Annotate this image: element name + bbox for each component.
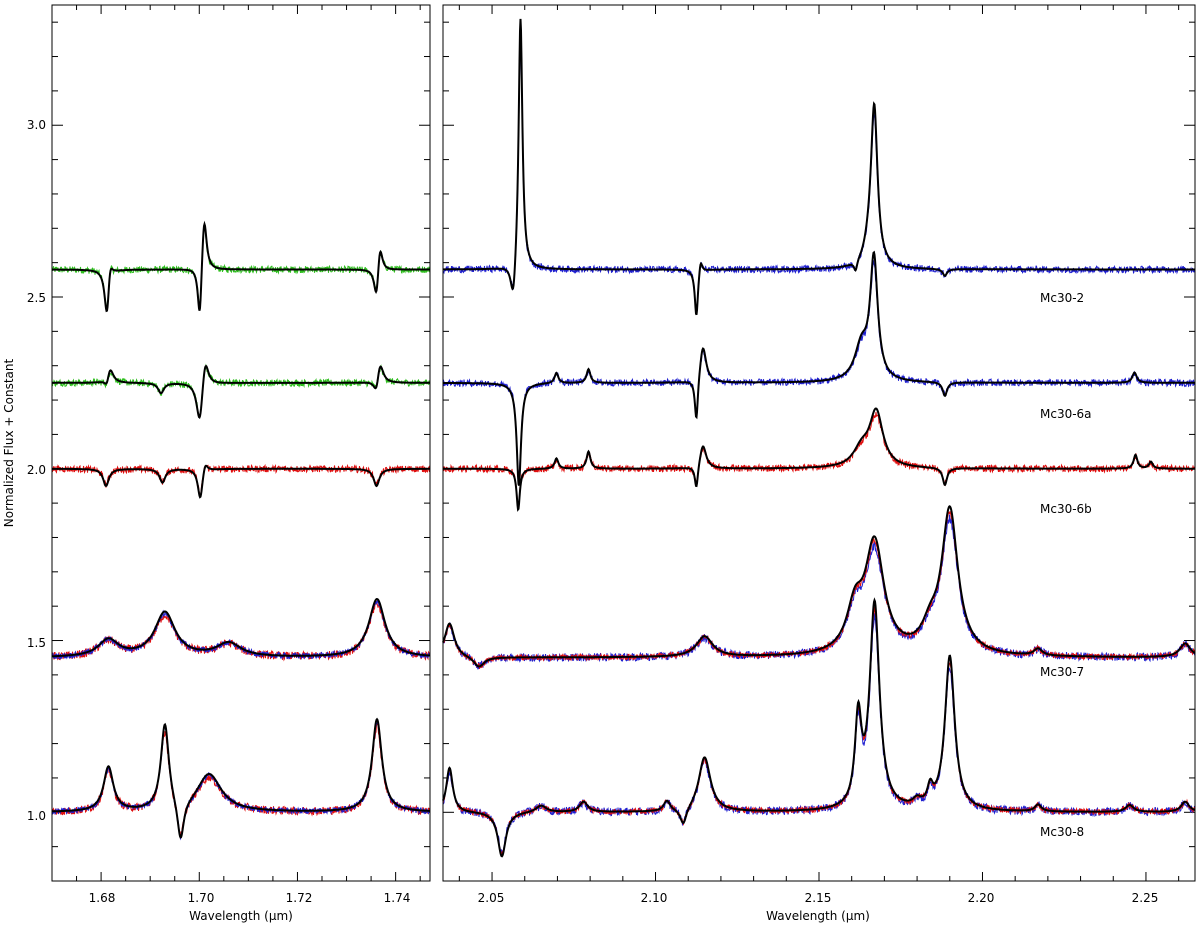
left-x-axis-label: Wavelength (μm) bbox=[189, 909, 293, 923]
right-panel: 2.05 2.10 2.15 2.20 2.25 Wavelength (μm)… bbox=[442, 4, 1196, 923]
right-panel-spectra bbox=[442, 18, 1196, 858]
label-mc30-2: Mc30-2 bbox=[1040, 291, 1084, 305]
left-panel-spectra bbox=[51, 220, 431, 841]
model-spectrum-mc30-6b bbox=[52, 464, 430, 499]
right-x-axis-label: Wavelength (μm) bbox=[766, 909, 870, 923]
y-axis-label: Normalized Flux + Constant bbox=[2, 358, 16, 527]
label-mc30-6b: Mc30-6b bbox=[1040, 502, 1092, 516]
model-spectrum-mc30-8 bbox=[52, 717, 431, 839]
model-spectrum-mc30-2 bbox=[52, 220, 430, 313]
model-spectrum-mc30-7 bbox=[51, 597, 431, 658]
left-panel: 1.68 1.70 1.72 1.74 Wavelength (μm) 1.0 … bbox=[2, 4, 431, 923]
left-x-tick-1: 1.68 bbox=[89, 891, 116, 905]
model-spectrum-mc30-6a bbox=[52, 364, 430, 420]
label-mc30-6a: Mc30-6a bbox=[1040, 407, 1092, 421]
observed-spectrum-mc30-2-1 bbox=[51, 227, 431, 310]
model-spectrum-mc30-7 bbox=[442, 505, 1196, 668]
y-tick-1: 1.0 bbox=[27, 809, 46, 823]
right-panel-ticks bbox=[443, 5, 1195, 882]
right-x-tick-1: 2.05 bbox=[478, 891, 505, 905]
right-panel-frame bbox=[442, 4, 1196, 882]
right-x-tick-3: 2.15 bbox=[805, 891, 832, 905]
observed-spectrum-mc30-6a-1 bbox=[442, 260, 1196, 481]
left-x-tick-4: 1.74 bbox=[384, 891, 411, 905]
label-mc30-7: Mc30-7 bbox=[1040, 665, 1084, 679]
right-x-tick-2: 2.10 bbox=[641, 891, 668, 905]
model-spectrum-mc30-8 bbox=[442, 597, 1196, 858]
label-mc30-8: Mc30-8 bbox=[1040, 825, 1084, 839]
left-x-tick-3: 1.72 bbox=[286, 891, 313, 905]
right-x-tick-5: 2.25 bbox=[1132, 891, 1159, 905]
model-spectrum-mc30-6b bbox=[443, 407, 1195, 512]
model-spectrum-mc30-2 bbox=[443, 18, 1195, 316]
right-x-tick-4: 2.20 bbox=[968, 891, 995, 905]
y-tick-5: 3.0 bbox=[27, 118, 46, 132]
y-tick-4: 2.5 bbox=[27, 291, 46, 305]
y-tick-3: 2.0 bbox=[27, 463, 46, 477]
left-panel-frame bbox=[51, 4, 431, 882]
model-spectrum-mc30-6a bbox=[443, 250, 1195, 486]
left-x-tick-2: 1.70 bbox=[188, 891, 215, 905]
y-tick-2: 1.5 bbox=[27, 636, 46, 650]
